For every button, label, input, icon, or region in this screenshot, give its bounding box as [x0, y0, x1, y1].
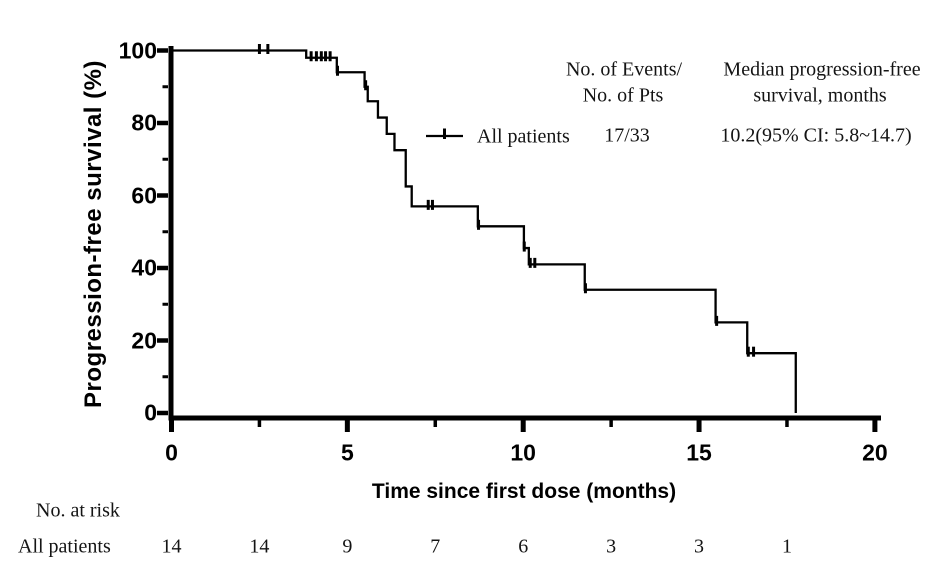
km-curve [171, 49, 797, 413]
x-tick-label: 10 [510, 439, 536, 466]
y-axis-title: Progression-free survival (%) [80, 60, 107, 408]
x-tick-label: 15 [686, 439, 712, 466]
legend-events-value: 17/33 [604, 124, 650, 147]
legend-events-header-line2: No. of Pts [582, 84, 664, 107]
legend-median-header-line1: Median progression-free [723, 58, 921, 81]
x-axis-title: Time since first dose (months) [371, 480, 677, 503]
y-tick-label: 20 [131, 327, 157, 353]
at-risk-row-label: All patients [18, 535, 111, 558]
y-tick-label: 0 [144, 399, 157, 426]
at-risk-label: No. at risk [36, 499, 120, 522]
x-tick-label: 20 [862, 439, 888, 466]
legend-median-header-line2: survival, months [753, 84, 887, 107]
at-risk-count: 1 [781, 535, 792, 558]
y-tick-label: 40 [131, 254, 157, 281]
at-risk-count: 6 [518, 535, 529, 558]
at-risk-count: 14 [249, 535, 270, 558]
x-tick-label: 5 [340, 439, 354, 466]
at-risk-count: 3 [606, 535, 617, 558]
y-tick-label: 80 [131, 109, 157, 136]
at-risk-count: 14 [161, 535, 182, 558]
y-tick-label: 60 [131, 182, 157, 208]
y-tick-label: 100 [118, 37, 157, 63]
x-tick-label: 0 [165, 439, 178, 466]
at-risk-count: 7 [430, 535, 441, 558]
at-risk-count: 3 [694, 535, 705, 558]
legend-events-header-line1: No. of Events/ [565, 58, 683, 81]
legend-series-label: All patients [477, 125, 570, 148]
at-risk-count: 9 [342, 535, 353, 558]
legend-median-value: 10.2(95% CI: 5.8~14.7) [720, 124, 912, 147]
